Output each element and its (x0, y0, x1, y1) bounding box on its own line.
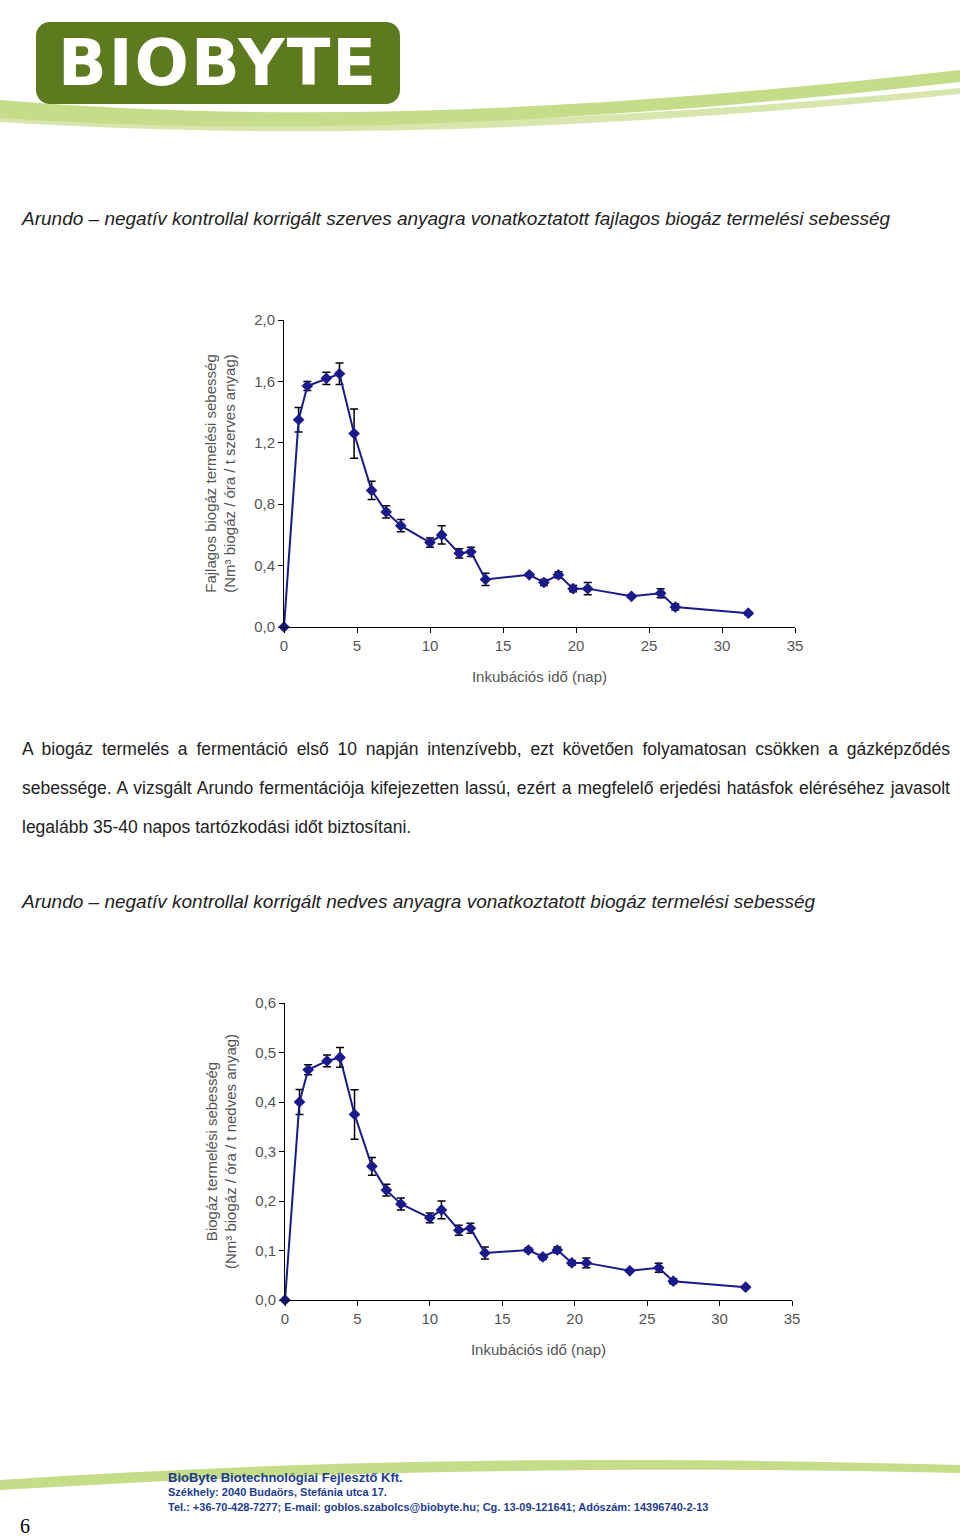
svg-text:0,0: 0,0 (254, 618, 275, 635)
svg-text:20: 20 (566, 1310, 583, 1327)
svg-text:25: 25 (641, 637, 658, 654)
svg-text:0,1: 0,1 (255, 1242, 276, 1259)
html-text:Arundo – negatív kontrollal ko: Arundo – negatív kontrollal korrigált sz… (22, 208, 891, 229)
svg-text:0: 0 (280, 637, 288, 654)
svg-text:30: 30 (714, 637, 731, 654)
svg-text:1,2: 1,2 (254, 434, 275, 451)
svg-text:0,2: 0,2 (255, 1192, 276, 1209)
html-text:Székhely: 2040 Budaörs, Stefán: Székhely: 2040 Budaörs, Stefánia utca 17… (168, 1486, 387, 1498)
html-text:BIOBYTE: BIOBYTE (58, 26, 378, 100)
svg-text:15: 15 (495, 637, 512, 654)
svg-text:Biogáz termelési sebesség(Nm³: Biogáz termelési sebesség(Nm³ biogáz / ó… (203, 1034, 240, 1269)
svg-text:Inkubációs idő (nap): Inkubációs idő (nap) (471, 1341, 606, 1358)
svg-text:0: 0 (281, 1310, 289, 1327)
svg-text:30: 30 (711, 1310, 728, 1327)
svg-text:15: 15 (494, 1310, 511, 1327)
svg-text:0,6: 0,6 (255, 994, 276, 1011)
html-text:6: 6 (20, 1515, 30, 1537)
svg-text:0,4: 0,4 (254, 557, 275, 574)
svg-text:0,8: 0,8 (254, 495, 275, 512)
svg-text:2,0: 2,0 (254, 311, 275, 328)
svg-text:1,6: 1,6 (254, 373, 275, 390)
html-text:A biogáz termelés a fermentáci: A biogáz termelés a fermentáció első 10 … (22, 739, 950, 837)
svg-text:0,3: 0,3 (255, 1143, 276, 1160)
svg-text:Inkubációs idő (nap): Inkubációs idő (nap) (472, 668, 607, 685)
svg-text:0,0: 0,0 (255, 1291, 276, 1308)
svg-text:5: 5 (353, 637, 361, 654)
html-text:Arundo – negatív kontrollal ko: Arundo – negatív kontrollal korrigált ne… (22, 891, 816, 912)
html-text:Tel.: +36-70-428-7277; E-mail:: Tel.: +36-70-428-7277; E-mail: goblos.sz… (168, 1501, 709, 1513)
svg-text:0,5: 0,5 (255, 1044, 276, 1061)
svg-text:Fajlagos biogáz termelési sebe: Fajlagos biogáz termelési sebesség(Nm³ b… (202, 354, 239, 592)
svg-text:25: 25 (639, 1310, 656, 1327)
svg-text:5: 5 (353, 1310, 361, 1327)
svg-text:35: 35 (784, 1310, 801, 1327)
svg-text:0,4: 0,4 (255, 1093, 276, 1110)
svg-text:20: 20 (568, 637, 585, 654)
html-text:BioByte Biotechnológiai Fejles: BioByte Biotechnológiai Fejlesztő Kft. (168, 1470, 403, 1485)
svg-text:10: 10 (422, 1310, 439, 1327)
svg-text:10: 10 (422, 637, 439, 654)
svg-text:35: 35 (787, 637, 804, 654)
